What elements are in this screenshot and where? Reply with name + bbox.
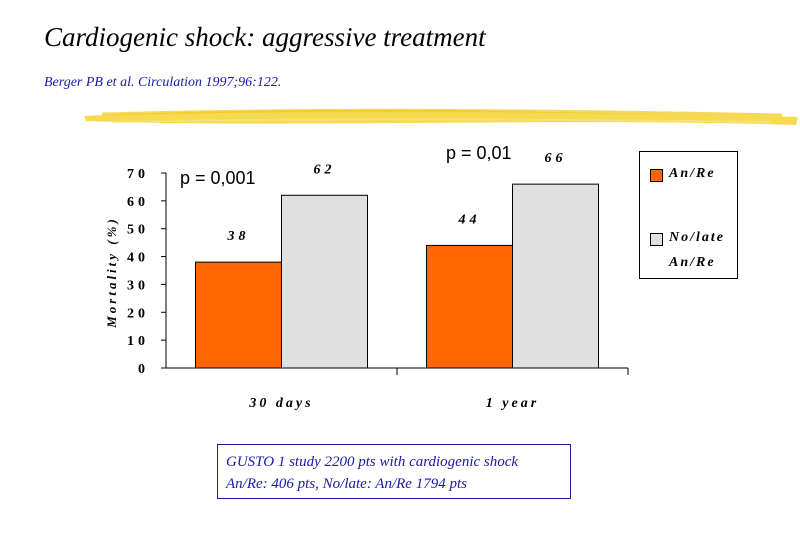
legend-item-an-re: An/Re xyxy=(650,166,741,186)
y-axis-label: Mortality (%) xyxy=(104,216,119,329)
y-tick-label: 50 xyxy=(127,223,149,238)
y-tick-label: 40 xyxy=(127,251,149,266)
bar-value-label: 62 xyxy=(314,162,336,177)
y-tick-label: 10 xyxy=(127,334,149,349)
study-note-box: GUSTO 1 study 2200 pts with cardiogenic … xyxy=(217,444,571,499)
legend-swatch-no-late-an-re xyxy=(650,233,663,246)
bar-no-late-an-re xyxy=(512,183,599,369)
legend-label-an-re: An/Re xyxy=(669,166,716,181)
slide-title: Cardiogenic shock: aggressive treatment xyxy=(44,22,486,52)
y-tick-label: 0 xyxy=(138,362,149,377)
legend-item-no-late-an-re: No/late An/Re xyxy=(650,230,741,275)
y-tick-label: 60 xyxy=(127,195,149,210)
x-category-label: 30 days xyxy=(248,396,313,411)
study-note-line-2: An/Re: 406 pts, No/late: An/Re 1794 pts xyxy=(226,476,467,492)
p-value-annotation: p = 0,001 xyxy=(180,168,256,188)
bar-value-label: 44 xyxy=(458,212,481,227)
chart-legend: An/Re No/late An/Re xyxy=(639,151,738,279)
bar-an-re xyxy=(195,261,282,369)
y-tick-label: 70 xyxy=(127,167,149,182)
highlighter-stroke xyxy=(84,108,798,125)
bar-value-label: 38 xyxy=(227,229,250,244)
p-value-annotation: p = 0,01 xyxy=(446,143,512,163)
legend-swatch-an-re xyxy=(650,169,663,182)
study-note-line-1: GUSTO 1 study 2200 pts with cardiogenic … xyxy=(226,454,519,470)
y-tick-label: 30 xyxy=(127,278,149,293)
bar-no-late-an-re xyxy=(281,194,368,369)
x-category-label: 1 year xyxy=(486,396,539,411)
bar-value-label: 66 xyxy=(545,151,567,166)
y-tick-label: 20 xyxy=(127,306,149,321)
citation: Berger PB et al. Circulation 1997;96:122… xyxy=(44,75,282,90)
bar-an-re xyxy=(426,244,513,369)
legend-label-no-late-an-re: No/late An/Re xyxy=(669,230,725,270)
